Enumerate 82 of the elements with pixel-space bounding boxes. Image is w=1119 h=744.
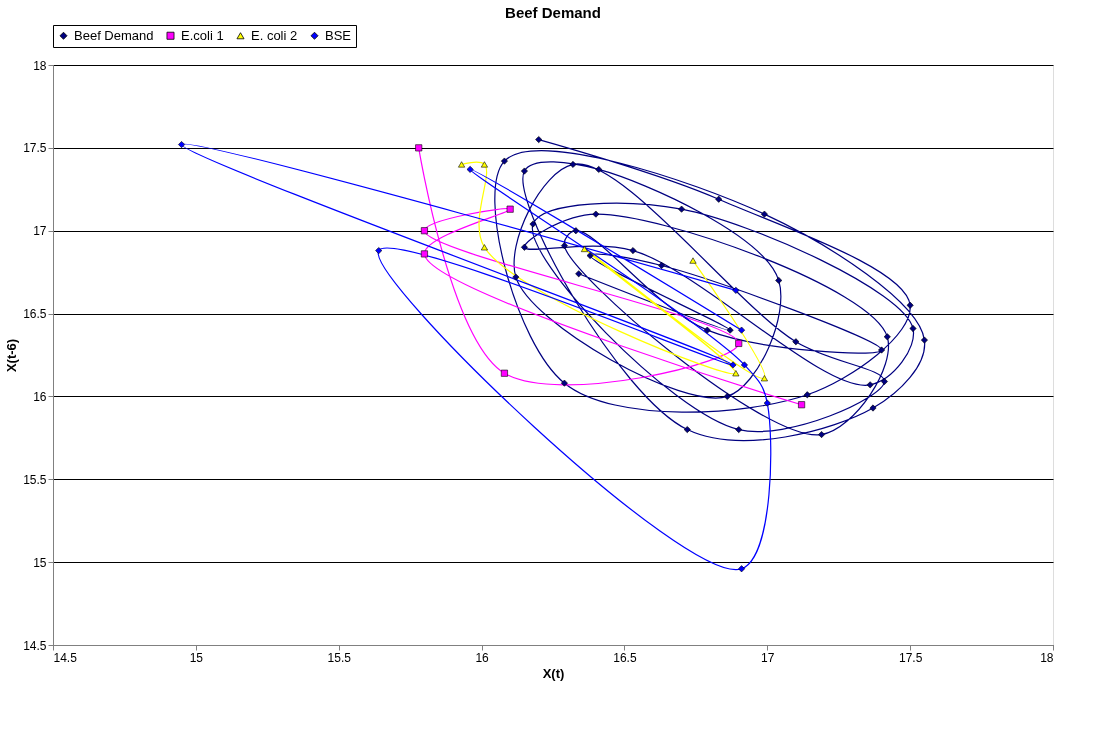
point (678, 205, 686, 213)
point (529, 220, 537, 228)
point (420, 227, 428, 235)
y-tick-label: 17 (33, 224, 47, 239)
legend-label: E. coli 2 (251, 27, 298, 43)
point (520, 243, 528, 251)
point (760, 210, 768, 218)
point (760, 375, 768, 382)
point (575, 270, 583, 278)
point (658, 262, 666, 269)
point (803, 391, 811, 399)
point (415, 144, 423, 152)
point (735, 426, 743, 434)
point (420, 250, 428, 258)
point (535, 136, 543, 144)
y-tick-label: 16 (33, 389, 47, 404)
point (738, 565, 746, 573)
point (572, 227, 580, 235)
point (586, 252, 594, 260)
y-tick-label: 14.5 (23, 638, 47, 653)
point (732, 370, 740, 377)
point (375, 247, 383, 255)
point (506, 205, 514, 213)
point (738, 326, 746, 334)
point (703, 326, 711, 334)
point (880, 378, 888, 385)
point (560, 379, 568, 387)
point (480, 161, 488, 168)
point (520, 167, 528, 175)
point (560, 242, 568, 250)
point (466, 165, 474, 173)
point (878, 346, 886, 354)
y-tick-label: 16.5 (23, 307, 47, 322)
x-tick-label: 18 (1040, 650, 1054, 665)
point (909, 325, 917, 332)
y-axis-title: X(t-6) (4, 338, 20, 373)
x-tick-label: 14.5 (53, 650, 78, 665)
legend-label: BSE (325, 27, 352, 43)
point (729, 361, 737, 369)
point (592, 210, 600, 218)
point (458, 161, 466, 168)
point (792, 338, 800, 346)
x-tick-label: 16 (475, 650, 490, 665)
x-tick-label: 17.5 (898, 650, 923, 665)
point (629, 247, 637, 255)
point (869, 404, 877, 412)
point (715, 195, 723, 203)
point (906, 301, 914, 309)
point (726, 326, 734, 334)
point (569, 160, 577, 168)
point (683, 426, 691, 434)
y-tick-label: 15 (33, 555, 47, 570)
point (595, 165, 603, 173)
x-tick-label: 15 (189, 650, 204, 665)
point (763, 399, 771, 407)
y-tick-label: 17.5 (23, 141, 47, 156)
point (818, 431, 826, 438)
y-tick-label: 18 (33, 58, 47, 73)
x-tick-label: 17 (761, 650, 775, 665)
x-axis-title: X(t) (542, 665, 565, 681)
point (689, 257, 697, 264)
point (500, 369, 508, 377)
point (740, 361, 748, 369)
point (798, 401, 806, 409)
point (883, 333, 891, 341)
point (775, 276, 783, 284)
point (723, 392, 731, 400)
y-tick-label: 15.5 (23, 472, 47, 487)
x-tick-label: 15.5 (327, 650, 352, 665)
x-tick-label: 16.5 (613, 650, 637, 665)
legend-label: Beef Demand (74, 27, 154, 43)
point (580, 245, 588, 252)
point (866, 381, 874, 389)
point (732, 286, 740, 294)
point (480, 244, 488, 251)
chart-title: Beef Demand (505, 3, 601, 21)
point (735, 339, 743, 347)
point (512, 273, 520, 281)
legend-label: E.coli 1 (181, 27, 224, 43)
point (500, 157, 508, 165)
point (920, 336, 928, 344)
point (178, 141, 186, 148)
